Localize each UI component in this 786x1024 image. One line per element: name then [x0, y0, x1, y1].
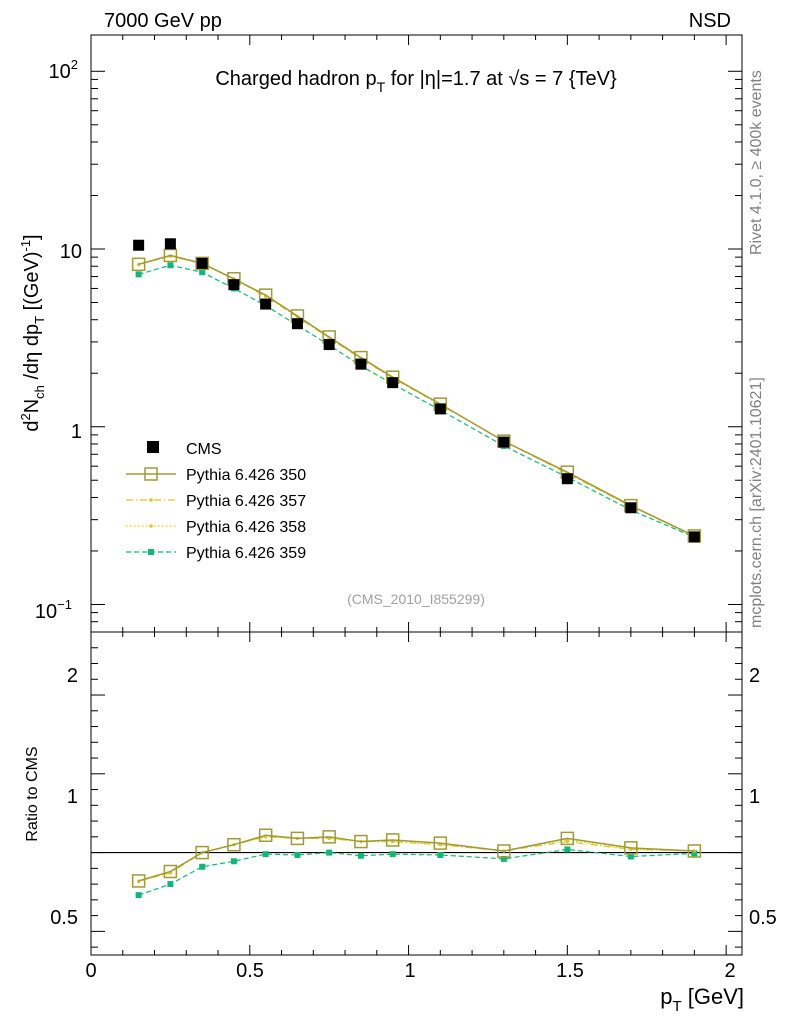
x-tick-label-0: 0: [85, 960, 96, 982]
ratio-point-pythia-6-426-350: [322, 830, 336, 844]
legend-label-357: Pythia 6.426 357: [186, 493, 306, 510]
x-tick-label-1.5: 1.5: [556, 960, 584, 982]
main-point-pythia-6-426-359: [199, 269, 206, 276]
ratio-point-pythia-6-426-359: [357, 852, 364, 859]
main-point-cms: [387, 377, 399, 389]
main-point-cms: [625, 502, 637, 514]
ratio-point-pythia-6-426-350: [497, 844, 511, 858]
x-tick-label-0.5: 0.5: [236, 960, 264, 982]
ratio-line-pythia-6-426-358: [138, 836, 695, 883]
ratio-point-pythia-6-426-359: [326, 849, 333, 856]
main-line-pythia-6-426-359: [138, 264, 695, 538]
ratio-series-group: [131, 828, 702, 899]
ratio-point-pythia-6-426-350: [227, 837, 241, 852]
ratio-tick-label-1: 1: [67, 786, 78, 808]
ratio-point-pythia-6-426-359: [135, 892, 142, 899]
ratio-point-pythia-6-426-359: [167, 881, 174, 888]
ratio-plot-frame: [90, 631, 743, 956]
main-point-cms: [561, 473, 573, 485]
y-tick-label-10: 10: [60, 241, 82, 263]
ratio-point-pythia-6-426-350: [354, 834, 368, 849]
main-point-pythia-6-426-350: [195, 256, 209, 271]
main-point-cms: [133, 239, 145, 251]
axis-ticks: [90, 35, 742, 955]
ratio-point-pythia-6-426-350: [687, 844, 702, 858]
rivet-version-label: Rivet 4.1.0, ≥ 400k events: [748, 70, 765, 255]
ratio-point-pythia-6-426-359: [691, 850, 698, 857]
ratio-point-pythia-6-426-350: [258, 828, 273, 843]
ratio-point-pythia-6-426-350: [163, 864, 178, 879]
ratio-point-pythia-6-426-350: [290, 831, 305, 846]
legend-label-cms: CMS: [186, 441, 222, 458]
collision-label: 7000 GeV pp: [104, 10, 222, 32]
y-tick-label-100: 102: [49, 57, 78, 83]
main-line-pythia-6-426-358: [138, 255, 695, 537]
ratio-line-pythia-6-426-350: [138, 834, 695, 882]
legend-marker-358: [149, 524, 153, 528]
ratio-y-axis-label: Ratio to CMS: [24, 746, 41, 841]
ratio-line-pythia-6-426-359: [138, 848, 695, 896]
y-tick-label-1: 1: [71, 421, 82, 443]
x-tick-label-2: 2: [724, 960, 735, 982]
x-axis-label: pT [GeV]: [660, 984, 744, 1015]
y-axis-label: d2Nch /dη dpT [(GeV)-1]: [18, 234, 47, 431]
x-tick-label-1: 1: [404, 960, 415, 982]
main-point-cms: [323, 339, 335, 351]
chart-title: Charged hadron pT for |η|=1.7 at √s = 7 …: [215, 68, 617, 95]
ratio-point-pythia-6-426-350: [433, 836, 448, 850]
ratio-point-pythia-6-426-359: [294, 851, 301, 858]
main-point-cms: [688, 531, 700, 543]
ratio-point-pythia-6-426-357: [565, 839, 569, 844]
main-point-pythia-6-426-350: [131, 257, 146, 272]
ratio-point-pythia-6-426-359: [437, 851, 444, 858]
main-point-cms: [260, 298, 272, 310]
main-point-cms: [164, 238, 176, 250]
main-point-cms: [355, 358, 367, 370]
mcplots-label: mcplots.cern.ch [arXiv:2401.10621]: [748, 377, 765, 628]
ratio-point-pythia-6-426-359: [230, 858, 237, 865]
ratio-point-pythia-6-426-350: [624, 841, 638, 855]
ratio-point-pythia-6-426-359: [500, 855, 507, 862]
ratio-point-pythia-6-426-359: [389, 851, 396, 858]
main-point-cms: [434, 403, 446, 415]
legend-marker-359: [148, 549, 154, 555]
ratio-tick-label-2-right: 2: [749, 665, 760, 687]
ratio-point-pythia-6-426-359: [199, 863, 206, 870]
ratio-tick-label-1-right: 1: [749, 786, 760, 808]
legend-marker-357: [149, 498, 153, 502]
legend-marker-cms: [147, 441, 159, 453]
ratio-point-pythia-6-426-359: [564, 846, 571, 853]
main-series-group: [131, 238, 702, 543]
legend-label-350: Pythia 6.426 350: [186, 467, 306, 484]
main-point-cms: [291, 318, 303, 330]
analysis-tag: (CMS_2010_I855299): [347, 591, 485, 607]
main-point-pythia-6-426-359: [167, 262, 174, 269]
main-point-cms: [498, 436, 510, 448]
main-point-cms: [196, 257, 208, 269]
legend-label-358: Pythia 6.426 358: [186, 519, 306, 536]
ratio-point-pythia-6-426-350: [560, 831, 575, 846]
main-point-pythia-6-426-350: [163, 248, 178, 263]
legend-label-359: Pythia 6.426 359: [186, 545, 306, 562]
ratio-tick-label-0.5: 0.5: [50, 907, 78, 929]
ratio-point-pythia-6-426-359: [627, 853, 634, 860]
legend-marker-350: [144, 467, 158, 481]
main-plot-frame: [90, 34, 743, 633]
ratio-line-pythia-6-426-357: [138, 836, 695, 882]
main-point-cms: [228, 279, 240, 291]
process-label: NSD: [689, 10, 731, 32]
ratio-tick-label-2: 2: [67, 665, 78, 687]
legend: CMS Pythia 6.426 350 Pythia 6.426 357 Py…: [126, 441, 306, 562]
ratio-tick-label-0.5-right: 0.5: [749, 907, 777, 929]
ratio-point-pythia-6-426-359: [262, 851, 269, 858]
ratio-point-pythia-6-426-350: [195, 845, 209, 860]
ratio-point-pythia-6-426-350: [385, 833, 400, 847]
y-tick-label-0.1: 10−1: [35, 597, 72, 623]
main-point-pythia-6-426-359: [135, 271, 142, 278]
ratio-point-pythia-6-426-350: [131, 874, 146, 888]
